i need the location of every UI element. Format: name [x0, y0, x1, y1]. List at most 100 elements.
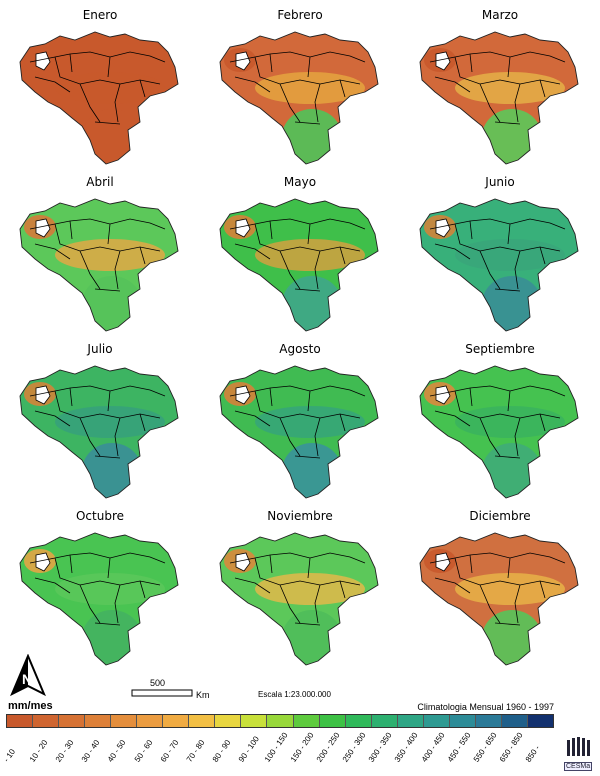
country-outline	[419, 198, 579, 332]
state-boundary	[279, 417, 301, 457]
lake-maracaibo	[435, 552, 451, 572]
precip-zone-south	[82, 610, 142, 665]
scale-bar	[131, 689, 193, 697]
precip-zone-central	[255, 72, 365, 104]
state-boundary	[139, 246, 146, 265]
month-map-noviembre: Noviembre	[200, 503, 400, 670]
legend-swatch	[215, 715, 242, 727]
month-title: Noviembre	[267, 509, 333, 523]
precip-zone-central	[455, 239, 565, 271]
state-boundary	[294, 121, 321, 125]
state-boundary	[514, 83, 521, 123]
state-boundary	[107, 390, 111, 412]
legend-swatch	[501, 715, 528, 727]
legend-swatch	[137, 715, 164, 727]
legend-swatch	[7, 715, 34, 727]
state-boundary	[479, 584, 501, 624]
precip-zone-south	[482, 443, 542, 498]
state-boundary	[94, 455, 121, 459]
lake-maracaibo	[235, 51, 251, 71]
state-boundary	[79, 417, 101, 457]
state-boundary	[69, 220, 73, 240]
month-title: Agosto	[279, 342, 321, 356]
state-boundary	[139, 580, 146, 599]
state-boundary	[507, 56, 511, 78]
state-boundary	[279, 250, 301, 290]
month-map-febrero: Febrero	[200, 2, 400, 169]
state-boundary	[234, 410, 271, 427]
state-boundary	[269, 220, 273, 240]
legend-swatch	[423, 715, 450, 727]
state-boundary	[434, 243, 471, 260]
state-boundary	[269, 554, 273, 574]
north-arrow-icon: N	[10, 654, 46, 697]
state-boundary	[29, 51, 166, 63]
venezuela-map	[219, 365, 379, 499]
month-title: Junio	[485, 175, 515, 189]
legend-swatch	[267, 715, 294, 727]
climatology-title: Climatologia Mensual 1960 - 1997	[417, 702, 554, 712]
state-boundary	[34, 410, 71, 427]
state-boundary	[479, 250, 501, 290]
legend-label: 60 - 70	[158, 738, 181, 764]
state-boundary	[279, 83, 301, 123]
month-title: Abril	[86, 175, 114, 189]
precip-zone-south	[282, 109, 342, 164]
state-boundary	[229, 218, 366, 230]
precip-zone-central	[55, 239, 165, 271]
svg-text:N: N	[22, 671, 32, 687]
lake-maracaibo	[235, 552, 251, 572]
country-outline	[219, 198, 379, 332]
legend-label: 30 - 40	[80, 738, 102, 764]
venezuela-map	[419, 31, 579, 165]
state-boundary	[294, 288, 321, 292]
state-boundary	[107, 223, 111, 245]
state-boundary	[79, 250, 101, 290]
precip-zone-south	[82, 443, 142, 498]
state-boundary	[294, 455, 321, 459]
precip-zone-central	[55, 72, 165, 104]
precip-zone-south	[482, 109, 542, 164]
country-outline	[219, 365, 379, 499]
state-boundary	[269, 53, 273, 73]
lake-maracaibo	[435, 51, 451, 71]
venezuela-map	[219, 198, 379, 332]
state-boundary	[269, 387, 273, 407]
country-outline	[19, 532, 179, 666]
month-map-septiembre: Septiembre	[400, 336, 600, 503]
lake-maracaibo	[35, 385, 51, 405]
month-title: Enero	[82, 8, 118, 22]
month-map-agosto: Agosto	[200, 336, 400, 503]
state-boundary	[469, 220, 473, 240]
state-boundary	[114, 83, 121, 123]
logo-text: CESMa	[564, 762, 593, 771]
precip-zone-south	[282, 276, 342, 331]
legend-label: 850 -	[523, 743, 542, 764]
state-boundary	[339, 246, 346, 265]
legend-swatch	[59, 715, 86, 727]
state-boundary	[429, 218, 566, 230]
precip-zone-central	[255, 406, 365, 438]
venezuela-map	[19, 31, 179, 165]
state-boundary	[29, 552, 166, 564]
state-boundary	[307, 56, 311, 78]
units-label: mm/mes	[8, 700, 53, 712]
month-map-mayo: Mayo	[200, 169, 400, 336]
legend-label: 250 - 300	[341, 730, 368, 764]
venezuela-map	[419, 532, 579, 666]
lake-maracaibo	[235, 218, 251, 238]
legend-swatch	[293, 715, 320, 727]
country-outline	[219, 532, 379, 666]
state-boundary	[539, 246, 546, 265]
state-boundary	[469, 53, 473, 73]
state-boundary	[514, 417, 521, 457]
legend-label: 300 - 350	[367, 730, 394, 764]
state-boundary	[307, 223, 311, 245]
precip-zone-central	[255, 573, 365, 605]
month-title: Julio	[87, 342, 113, 356]
state-boundary	[514, 250, 521, 290]
venezuela-map	[219, 532, 379, 666]
state-boundary	[79, 584, 101, 624]
state-boundary	[234, 577, 271, 594]
legend-swatch	[189, 715, 216, 727]
